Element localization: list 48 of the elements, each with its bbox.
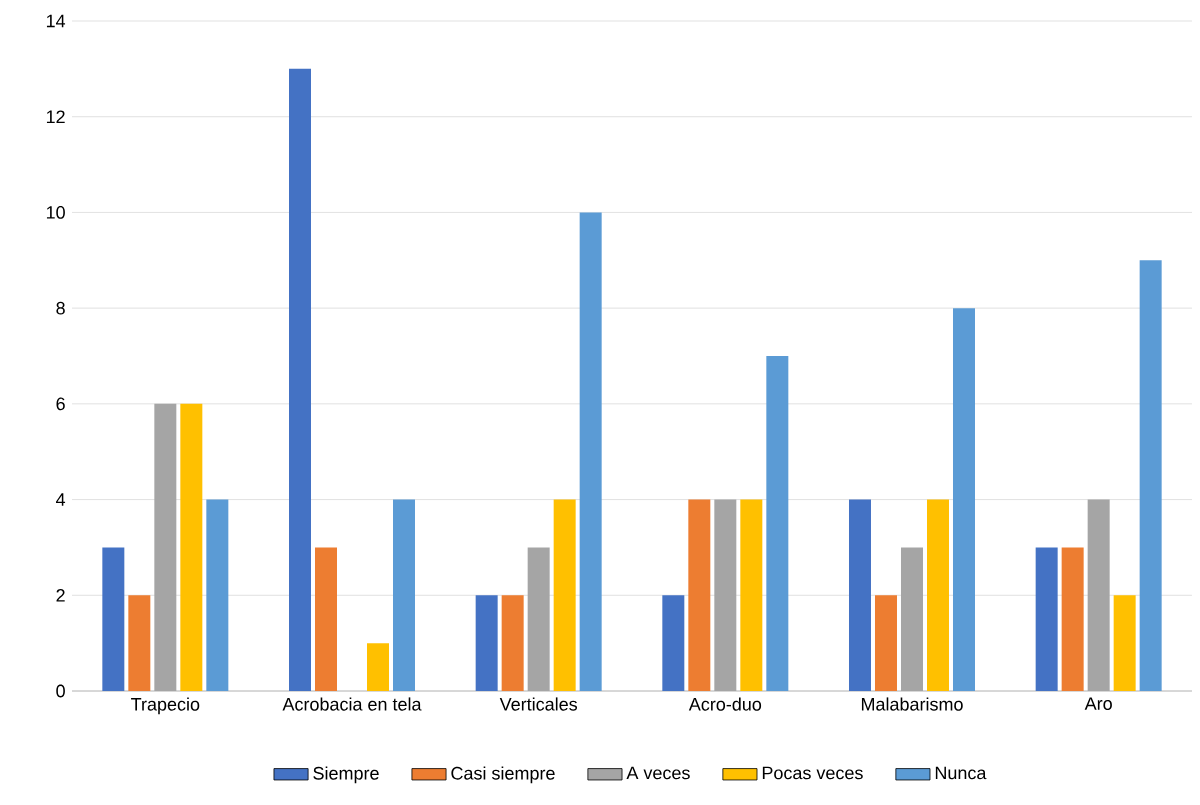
y-tick-label: 0 [56, 684, 65, 698]
legend-label: Siempre [313, 766, 379, 784]
bar [128, 595, 151, 691]
x-tick-label: Aro [1084, 697, 1112, 710]
bar [527, 547, 550, 691]
legend-label: Pocas veces [762, 766, 863, 780]
x-tick-label: Trapecio [131, 697, 200, 715]
y-tick-label: 2 [56, 588, 65, 602]
y-tick-label: 12 [46, 110, 65, 123]
bar [874, 595, 897, 691]
bar [1087, 499, 1110, 691]
bar [766, 356, 789, 691]
bar [180, 403, 203, 691]
bar [1113, 595, 1136, 691]
x-tick-label: Acro-duo [688, 697, 762, 711]
bar [714, 499, 737, 691]
bar [501, 595, 524, 691]
x-tick-label: Verticales [499, 697, 578, 711]
bar [393, 499, 415, 691]
y-tick-label: 14 [46, 14, 66, 28]
bar [952, 308, 975, 691]
bar [553, 499, 576, 691]
y-tick-label: 10 [46, 206, 65, 219]
bar [102, 547, 125, 691]
x-tick-label: Malabarismo [861, 697, 963, 711]
legend-label: Casi siempre [451, 766, 555, 784]
bar [1061, 547, 1084, 691]
x-tick-label: Acrobacia en tela [282, 697, 422, 711]
bar [1139, 260, 1162, 691]
legend-label: Nunca [935, 766, 987, 780]
y-tick-label: 8 [56, 301, 65, 315]
bar [662, 595, 685, 691]
bar [849, 499, 871, 691]
bar [927, 499, 949, 691]
bar [315, 547, 337, 691]
bar [740, 499, 763, 691]
bar [475, 595, 498, 691]
bar [289, 68, 311, 691]
bar [688, 499, 711, 691]
bar [900, 547, 923, 691]
bar [367, 643, 389, 691]
bar [154, 403, 177, 691]
bar [579, 212, 602, 691]
y-tick-label: 6 [56, 397, 65, 411]
y-tick-label: 4 [56, 493, 66, 506]
legend-label: A veces [626, 766, 690, 780]
bar [1035, 547, 1058, 691]
bar [206, 499, 229, 691]
